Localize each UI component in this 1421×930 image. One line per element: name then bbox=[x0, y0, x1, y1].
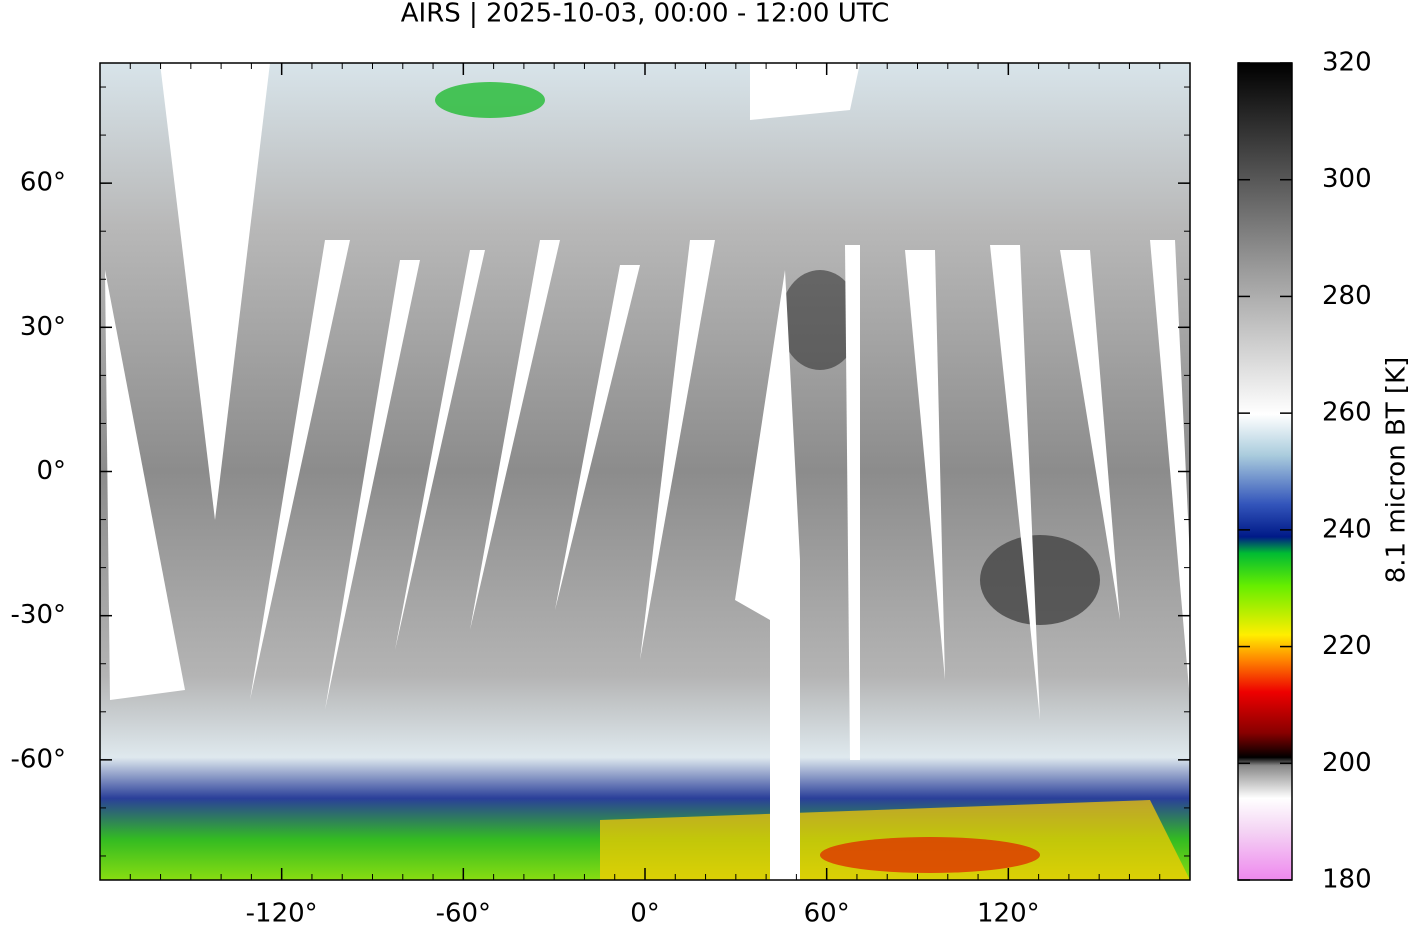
colorbar-tick-label: 180 bbox=[1322, 865, 1372, 895]
colorbar-tick-label: 300 bbox=[1322, 164, 1372, 194]
colorbar-tick-label: 220 bbox=[1322, 631, 1372, 661]
colorbar bbox=[1237, 62, 1293, 881]
map-image bbox=[100, 63, 1190, 880]
x-tick-label: 60° bbox=[804, 899, 850, 929]
y-tick-label: 0° bbox=[36, 456, 66, 486]
x-tick-label: 120° bbox=[977, 899, 1040, 929]
colorbar-tick-label: 240 bbox=[1322, 514, 1372, 544]
y-tick-label: -30° bbox=[11, 600, 66, 630]
y-tick-label: 30° bbox=[20, 312, 66, 342]
colorbar-tick-label: 320 bbox=[1322, 48, 1372, 78]
x-tick-label: -120° bbox=[246, 899, 318, 929]
x-tick-label: -60° bbox=[436, 899, 491, 929]
y-tick-label: 60° bbox=[20, 168, 66, 198]
x-tick-label: 0° bbox=[630, 899, 660, 929]
colorbar-label: 8.1 micron BT [K] bbox=[1382, 357, 1412, 584]
chart-title: AIRS | 2025-10-03, 00:00 - 12:00 UTC bbox=[401, 0, 890, 29]
colorbar-tick-label: 280 bbox=[1322, 281, 1372, 311]
y-tick-label: -60° bbox=[11, 744, 66, 774]
colorbar-tick-label: 260 bbox=[1322, 398, 1372, 428]
colorbar-tick-label: 200 bbox=[1322, 748, 1372, 778]
